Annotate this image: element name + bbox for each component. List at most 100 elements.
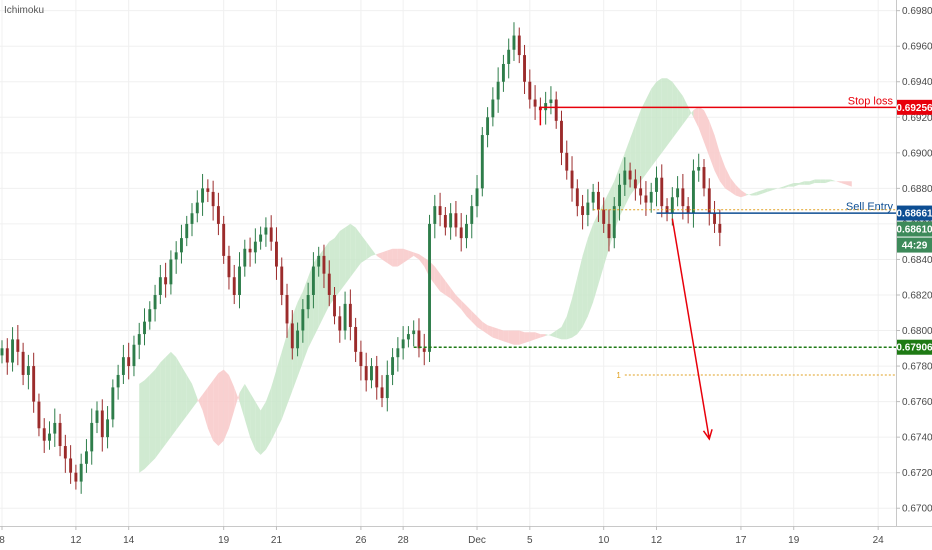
cloud-segment (508, 330, 514, 345)
cloud-segment (334, 231, 340, 299)
cloud-segment (767, 188, 773, 192)
candle-body (227, 255, 231, 278)
cloud-segment (735, 184, 741, 198)
current-price-tag-bg (897, 221, 932, 237)
cloud-segment (714, 135, 720, 182)
cloud-segment (202, 387, 208, 429)
candle-body (443, 215, 447, 228)
candle-body (718, 223, 722, 233)
candle-body (63, 446, 67, 459)
cloud-segment (572, 277, 578, 338)
candle-body (385, 374, 389, 399)
trade-levels: Stop loss Sell Entry 1 (413, 95, 896, 380)
candle-body (359, 351, 363, 367)
stop-loss-label: Stop loss (848, 95, 894, 107)
cloud-segment (186, 374, 193, 416)
candle-body (533, 99, 537, 107)
cloud-segment (461, 300, 467, 317)
candle-body (596, 191, 600, 210)
candle-body (164, 277, 168, 285)
candle-body (618, 184, 621, 207)
sell-entry-price-tag-bg (897, 205, 932, 221)
cloud-segment (440, 273, 446, 295)
candle-body (438, 206, 442, 216)
candle-body (222, 223, 226, 256)
candle-body (670, 197, 674, 214)
cloud-segment (777, 186, 784, 189)
candle-body (169, 259, 173, 285)
cloud-segment (471, 310, 478, 327)
candle-body (37, 401, 41, 429)
candle-body (581, 206, 585, 216)
candle-body (185, 223, 189, 239)
cloud-segment (487, 325, 493, 338)
x-tick-label: 8 (0, 535, 5, 546)
countdown-tag-bg (897, 237, 932, 253)
candle-body (180, 238, 183, 253)
candle-body (633, 179, 637, 189)
cloud-segment (197, 394, 203, 411)
cloud-segment (382, 250, 388, 263)
cloud-segment (492, 326, 499, 340)
cloud-segment (450, 287, 456, 304)
cloud-segment (783, 184, 789, 189)
cloud-segment (228, 374, 235, 429)
cloud-segment (255, 401, 261, 455)
cloud-segment (529, 332, 536, 342)
candle-body (148, 309, 152, 322)
cloud-segment (830, 179, 836, 182)
cloud-segment (408, 250, 414, 260)
cloud-segment (798, 181, 805, 185)
cloud-segment (223, 369, 229, 441)
cloud-segment (756, 190, 763, 196)
cloud-segment (139, 380, 145, 473)
candle-body (253, 241, 257, 253)
candle-body (301, 309, 305, 331)
candle-body (370, 366, 373, 381)
x-tick-label: 26 (355, 535, 367, 546)
candle-body (74, 472, 78, 482)
cloud-segment (788, 183, 794, 187)
x-tick-label: 12 (651, 535, 663, 546)
time-axis[interactable]: 8 12 14 19 21 26 28 Dec 5 10 12 17 19 24 (0, 526, 884, 546)
x-tick-label: 10 (598, 535, 610, 546)
y-tick-label: 0.69800 (902, 6, 932, 17)
candle-body (707, 188, 711, 214)
take-profit-price-tag-bg (897, 339, 932, 355)
cloud-segment (345, 223, 351, 285)
candle-body (32, 366, 36, 402)
candle-body (565, 152, 569, 171)
cloud-segment (418, 254, 425, 267)
candle-body (137, 334, 141, 345)
candle-body (21, 351, 25, 375)
candle-body (523, 55, 526, 82)
indicator-label[interactable]: Ichimoku (4, 5, 45, 16)
cloud-segment (667, 78, 673, 146)
cloud-segment (434, 266, 441, 292)
price-series (0, 22, 722, 494)
x-tick-label: 28 (398, 535, 410, 546)
candle-body (143, 321, 146, 335)
cloud-segment (360, 234, 367, 263)
candle-body (79, 463, 83, 482)
stop-loss-price-tag-bg (897, 99, 932, 115)
cloud-segment (651, 81, 657, 168)
cloud-segment (746, 193, 752, 196)
projection-arrow (671, 218, 713, 441)
candle-body (465, 223, 468, 239)
cloud-segment (376, 252, 383, 260)
candle-body (280, 266, 284, 295)
candle-body (713, 213, 716, 224)
candle-body (243, 248, 247, 267)
cloud-segment (350, 223, 356, 278)
cloud-segment (403, 248, 409, 263)
candle-body (132, 344, 136, 367)
candle-body (380, 387, 384, 399)
candle-body (232, 277, 236, 295)
